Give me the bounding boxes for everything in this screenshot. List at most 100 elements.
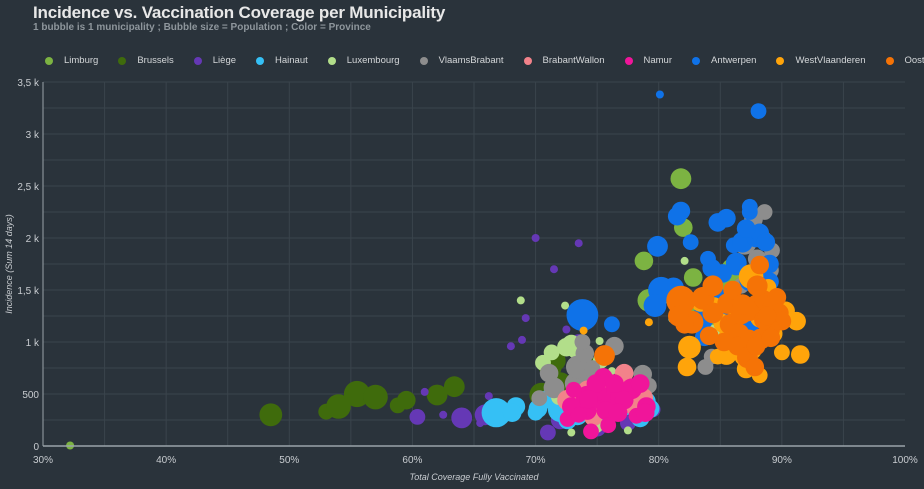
bubble-oostvlaanderen[interactable] bbox=[702, 275, 724, 297]
bubble-westvlaanderen[interactable] bbox=[579, 326, 588, 335]
bubble-luxembourg[interactable] bbox=[680, 256, 689, 265]
bubble-antwerpen[interactable] bbox=[741, 204, 758, 220]
bubble-namur[interactable] bbox=[579, 389, 598, 409]
legend-item-brussels[interactable]: Brussels bbox=[118, 55, 174, 66]
bubble-antwerpen[interactable] bbox=[682, 234, 699, 251]
bubble-luxembourg[interactable] bbox=[595, 337, 604, 345]
bubble-antwerpen[interactable] bbox=[700, 250, 716, 267]
bubble-namur[interactable] bbox=[600, 417, 617, 434]
bubble-westvlaanderen[interactable] bbox=[677, 357, 697, 377]
bubble-luxembourg[interactable] bbox=[561, 301, 570, 310]
bubble-oostvlaanderen[interactable] bbox=[767, 288, 787, 307]
bubble-brussels[interactable] bbox=[443, 376, 465, 398]
bubble-antwerpen[interactable] bbox=[736, 219, 756, 238]
bubble-namur[interactable] bbox=[605, 374, 624, 393]
bubble-namur[interactable] bbox=[583, 423, 599, 440]
legend-item-hainaut[interactable]: Hainaut bbox=[256, 55, 308, 66]
bubble-liège[interactable] bbox=[484, 392, 493, 401]
legend-item-namur[interactable]: Namur bbox=[624, 55, 672, 66]
legend-item-brabantwallon[interactable]: BrabantWallon bbox=[523, 55, 605, 66]
bubble-brussels[interactable] bbox=[426, 384, 448, 406]
bubble-oostvlaanderen[interactable] bbox=[702, 302, 724, 324]
bubble-oostvlaanderen[interactable] bbox=[723, 280, 742, 300]
bubble-limburg[interactable] bbox=[683, 268, 703, 287]
bubble-oostvlaanderen[interactable] bbox=[750, 255, 769, 275]
bubble-oostvlaanderen[interactable] bbox=[746, 275, 768, 297]
bubble-oostvlaanderen[interactable] bbox=[699, 326, 719, 346]
legend-dot-icon bbox=[776, 56, 785, 65]
bubble-namur[interactable] bbox=[586, 374, 606, 393]
bubble-liège[interactable] bbox=[451, 407, 473, 429]
bubble-brussels[interactable] bbox=[363, 384, 388, 410]
bubble-liège[interactable] bbox=[540, 424, 556, 441]
legend-item-luxembourg[interactable]: Luxembourg bbox=[327, 55, 400, 66]
bubble-liège[interactable] bbox=[439, 410, 448, 419]
bubble-hainaut[interactable] bbox=[527, 404, 544, 421]
bubble-oostvlaanderen[interactable] bbox=[745, 357, 765, 377]
bubble-liège[interactable] bbox=[574, 239, 583, 248]
bubble-oostvlaanderen[interactable] bbox=[746, 336, 766, 356]
bubble-luxembourg[interactable] bbox=[567, 428, 576, 437]
bubble-brussels[interactable] bbox=[326, 394, 351, 419]
bubble-antwerpen[interactable] bbox=[667, 206, 687, 226]
bubble-luxembourg[interactable] bbox=[543, 344, 560, 361]
bubble-vlaamsbrabant[interactable] bbox=[697, 359, 714, 375]
bubble-namur[interactable] bbox=[608, 403, 628, 423]
bubble-westvlaanderen[interactable] bbox=[644, 318, 653, 327]
bubble-luxembourg[interactable] bbox=[623, 426, 632, 435]
bubble-liège[interactable] bbox=[506, 342, 515, 351]
bubble-vlaamsbrabant[interactable] bbox=[756, 204, 773, 220]
bubble-oostvlaanderen[interactable] bbox=[761, 328, 781, 348]
bubble-westvlaanderen[interactable] bbox=[709, 348, 726, 365]
legend-item-westvlaanderen[interactable]: WestVlaanderen bbox=[776, 55, 866, 66]
bubble-vlaamsbrabant[interactable] bbox=[574, 334, 591, 350]
bubble-vlaamsbrabant[interactable] bbox=[543, 377, 565, 399]
bubble-antwerpen[interactable] bbox=[643, 294, 667, 317]
bubble-westvlaanderen[interactable] bbox=[787, 311, 806, 331]
bubble-oostvlaanderen[interactable] bbox=[594, 345, 615, 366]
bubble-luxembourg[interactable] bbox=[516, 296, 525, 305]
legend-item-antwerpen[interactable]: Antwerpen bbox=[692, 55, 756, 66]
bubble-vlaamsbrabant[interactable] bbox=[531, 390, 548, 407]
bubble-brussels[interactable] bbox=[397, 390, 416, 410]
bubble-oostvlaanderen[interactable] bbox=[714, 332, 734, 352]
bubble-westvlaanderen[interactable] bbox=[678, 335, 701, 359]
bubble-namur[interactable] bbox=[635, 403, 655, 423]
bubble-liège[interactable] bbox=[420, 387, 429, 396]
legend-item-oostvlaanderen[interactable]: OostVlaanderen bbox=[885, 55, 924, 66]
bubble-hainaut[interactable] bbox=[502, 403, 522, 423]
bubble-antwerpen[interactable] bbox=[750, 103, 767, 119]
bubble-limburg[interactable] bbox=[670, 168, 692, 190]
bubble-oostvlaanderen[interactable] bbox=[757, 306, 777, 326]
bubble-liège[interactable] bbox=[518, 335, 526, 344]
bubble-limburg[interactable] bbox=[634, 251, 654, 271]
bubble-brussels[interactable] bbox=[343, 380, 371, 408]
legend-item-limburg[interactable]: Limburg bbox=[45, 55, 98, 66]
bubble-antwerpen[interactable] bbox=[566, 299, 599, 331]
bubble-liège[interactable] bbox=[562, 325, 571, 334]
bubble-westvlaanderen[interactable] bbox=[774, 344, 790, 361]
legend-item-liège[interactable]: Liège bbox=[193, 55, 236, 66]
bubble-oostvlaanderen[interactable] bbox=[668, 305, 689, 327]
bubble-antwerpen[interactable] bbox=[756, 232, 776, 252]
bubble-liège[interactable] bbox=[521, 314, 530, 323]
bubble-antwerpen[interactable] bbox=[604, 316, 620, 333]
bubble-westvlaanderen[interactable] bbox=[791, 345, 810, 364]
bubble-antwerpen[interactable] bbox=[717, 208, 736, 228]
bubble-namur[interactable] bbox=[570, 406, 587, 423]
bubble-oostvlaanderen[interactable] bbox=[732, 294, 753, 315]
bubble-antwerpen[interactable] bbox=[647, 235, 668, 257]
bubble-namur[interactable] bbox=[565, 381, 582, 398]
chart-subtitle: 1 bubble is 1 municipality ; Bubble size… bbox=[33, 22, 371, 33]
bubble-hainaut[interactable] bbox=[481, 398, 511, 428]
bubble-brussels[interactable] bbox=[259, 403, 283, 427]
bubble-liège[interactable] bbox=[550, 265, 558, 274]
bubble-liège[interactable] bbox=[409, 409, 426, 425]
y-tick-label: 3,5 k bbox=[17, 78, 40, 89]
legend-item-vlaamsbrabant[interactable]: VlaamsBrabant bbox=[419, 55, 504, 66]
bubble-liège[interactable] bbox=[531, 234, 540, 242]
legend: Limburg Brussels Liège Hainaut Luxembourg Vla… bbox=[45, 55, 924, 66]
bubble-namur[interactable] bbox=[630, 374, 650, 393]
legend-label: Antwerpen bbox=[711, 55, 757, 66]
bubble-antwerpen[interactable] bbox=[655, 90, 664, 99]
